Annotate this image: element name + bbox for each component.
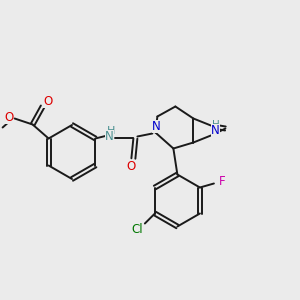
Text: O: O (43, 95, 52, 108)
Text: H: H (107, 125, 116, 136)
Text: N: N (211, 124, 220, 137)
Text: H: H (212, 121, 219, 130)
Text: Cl: Cl (131, 223, 143, 236)
Text: O: O (4, 111, 13, 124)
Text: F: F (219, 175, 225, 188)
Text: N: N (152, 120, 161, 133)
Text: N: N (105, 130, 114, 143)
Text: O: O (127, 160, 136, 173)
Text: N: N (211, 125, 220, 138)
